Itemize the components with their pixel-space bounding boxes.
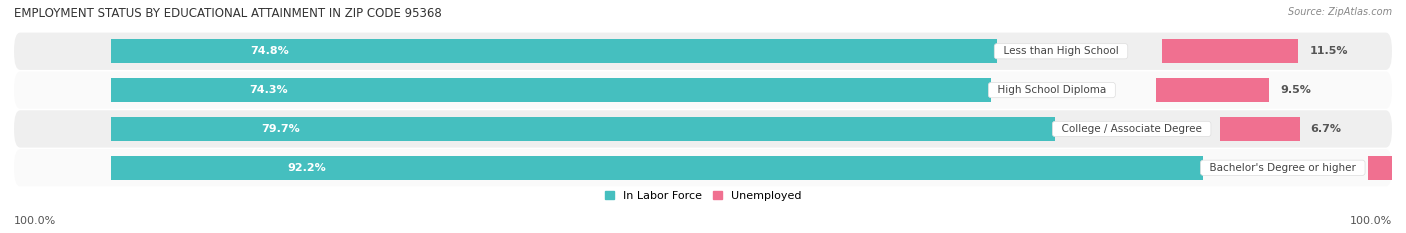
Text: High School Diploma: High School Diploma (991, 85, 1112, 95)
Text: Bachelor's Degree or higher: Bachelor's Degree or higher (1204, 163, 1362, 173)
Text: 74.8%: 74.8% (250, 46, 290, 56)
FancyBboxPatch shape (14, 33, 1392, 70)
Bar (1156, 78, 1268, 102)
Text: 9.5%: 9.5% (1279, 85, 1310, 95)
Legend: In Labor Force, Unemployed: In Labor Force, Unemployed (600, 186, 806, 205)
Text: 6.7%: 6.7% (1310, 124, 1341, 134)
FancyBboxPatch shape (14, 110, 1392, 147)
FancyBboxPatch shape (14, 149, 1392, 186)
Text: EMPLOYMENT STATUS BY EDUCATIONAL ATTAINMENT IN ZIP CODE 95368: EMPLOYMENT STATUS BY EDUCATIONAL ATTAINM… (14, 7, 441, 20)
Text: Less than High School: Less than High School (997, 46, 1125, 56)
Bar (1220, 117, 1299, 141)
Text: 11.5%: 11.5% (1309, 46, 1348, 56)
Text: 100.0%: 100.0% (1350, 216, 1392, 226)
Bar (111, 39, 997, 63)
Bar (1368, 156, 1406, 180)
Bar (111, 117, 1054, 141)
Bar (111, 78, 991, 102)
Text: Source: ZipAtlas.com: Source: ZipAtlas.com (1288, 7, 1392, 17)
FancyBboxPatch shape (14, 72, 1392, 109)
Bar (1163, 39, 1299, 63)
Text: College / Associate Degree: College / Associate Degree (1054, 124, 1208, 134)
Text: 79.7%: 79.7% (262, 124, 299, 134)
Text: 74.3%: 74.3% (250, 85, 288, 95)
Text: 92.2%: 92.2% (288, 163, 326, 173)
Bar (111, 156, 1204, 180)
Text: 100.0%: 100.0% (14, 216, 56, 226)
